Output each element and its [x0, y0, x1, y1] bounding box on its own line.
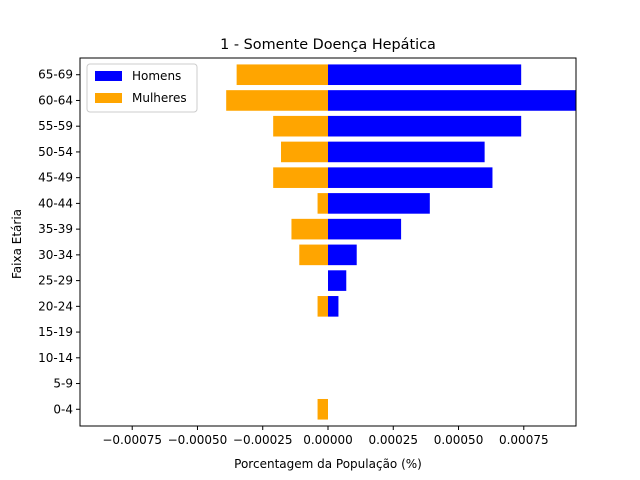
x-tick-label: 0.00075	[499, 433, 549, 447]
bar-homens-20-24	[328, 296, 339, 317]
x-tick-label: −0.00050	[168, 433, 228, 447]
y-tick-label: 35-39	[38, 222, 73, 236]
y-tick-label: 45-49	[38, 171, 73, 185]
y-tick-label: 55-59	[38, 119, 73, 133]
y-tick-label: 30-34	[38, 248, 73, 262]
y-tick-label: 10-14	[38, 351, 73, 365]
bar-homens-55-59	[328, 115, 522, 137]
y-tick-label: 5-9	[53, 377, 73, 391]
x-tick-label: 0.00025	[368, 433, 418, 447]
bar-mulheres-50-54	[281, 141, 328, 163]
plot-area	[79, 57, 577, 427]
y-tick-label: 50-54	[38, 145, 73, 159]
bar-homens-50-54	[328, 141, 485, 163]
y-tick-label: 60-64	[38, 93, 73, 107]
y-tick-label: 15-19	[38, 325, 73, 339]
bar-homens-65-69	[328, 64, 522, 86]
y-tick-label: 65-69	[38, 68, 73, 82]
x-axis-label: Porcentagem da População (%)	[234, 457, 422, 471]
y-axis-label: Faixa Etária	[10, 209, 24, 279]
x-axis: −0.00075 −0.00050 −0.00025 0.00000 0.00025 0.…	[102, 426, 549, 447]
legend-label-homens: Homens	[132, 69, 181, 83]
legend: Homens Mulheres	[86, 63, 198, 113]
chart-title: 1 - Somente Doença Hepática	[220, 37, 436, 53]
bar-homens-25-29	[328, 270, 347, 291]
bar-mulheres-30-34	[299, 244, 328, 266]
legend-label-mulheres: Mulheres	[132, 91, 187, 105]
x-tick-label: −0.00025	[233, 433, 293, 447]
x-tick-label: 0.00050	[434, 433, 484, 447]
y-tick-label: 0-4	[53, 402, 73, 416]
bar-homens-40-44	[328, 193, 430, 214]
x-tick-label: −0.00075	[102, 433, 162, 447]
legend-swatch-mulheres	[95, 93, 122, 103]
y-tick-label: 20-24	[38, 299, 73, 313]
y-tick-label: 40-44	[38, 196, 73, 210]
y-tick-label: 25-29	[38, 274, 73, 288]
bar-homens-35-39	[328, 218, 402, 240]
bar-homens-60-64	[328, 90, 576, 111]
bar-mulheres-60-64	[226, 90, 328, 111]
bar-homens-45-49	[328, 167, 493, 188]
bar-homens-30-34	[328, 244, 357, 266]
bars-group	[226, 64, 576, 420]
bar-mulheres-40-44	[317, 193, 328, 214]
bar-mulheres-0-4	[317, 398, 328, 420]
bar-mulheres-20-24	[317, 296, 328, 317]
legend-swatch-homens	[95, 71, 122, 81]
bar-mulheres-65-69	[236, 64, 328, 86]
bar-mulheres-55-59	[273, 115, 328, 137]
bar-mulheres-35-39	[291, 218, 328, 240]
bar-mulheres-45-49	[273, 167, 328, 188]
y-axis: 0-4 5-9 10-14 15-19 20-24 25-29 30-34 35-39 40-4…	[38, 68, 80, 416]
x-tick-label: 0.00000	[303, 433, 353, 447]
